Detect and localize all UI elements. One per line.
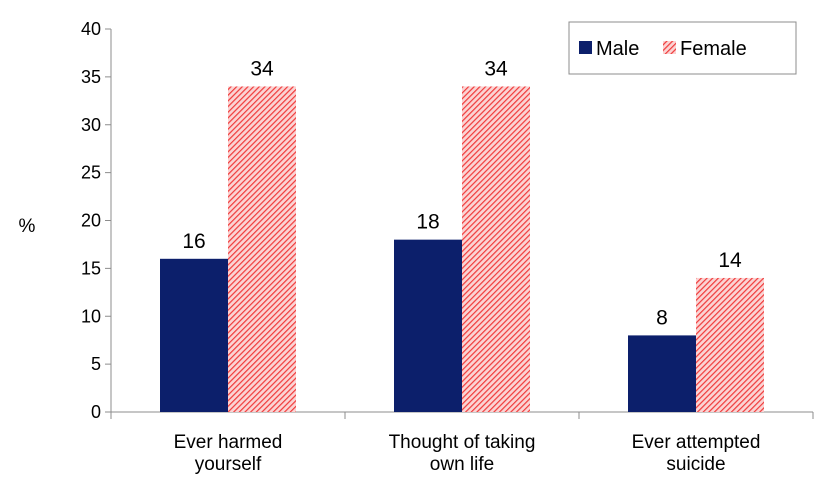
y-tick-label: 20 — [81, 211, 101, 231]
y-tick-label: 40 — [81, 19, 101, 39]
bar-male-1 — [394, 239, 462, 412]
legend-box — [568, 21, 797, 75]
axes: 0 5 10 15 20 25 30 35 40% Ever harmed yourself Thou… — [19, 19, 814, 475]
y-axis-label: % — [19, 216, 36, 237]
x-category-label-line: suicide — [666, 454, 725, 475]
x-category-label-line: Ever harmed — [174, 432, 283, 453]
x-category-label: Thought of taking own life — [389, 432, 536, 475]
data-label-male: 8 — [656, 306, 668, 329]
legend-swatch-female — [663, 41, 676, 54]
x-category-label-line: Ever attempted — [632, 432, 761, 453]
legend-label-female: Female — [680, 38, 747, 60]
legend-swatch-male — [579, 41, 592, 54]
x-category-label: Ever attempted suicide — [632, 432, 761, 475]
y-tick-label: 5 — [91, 354, 101, 374]
bar-female-2 — [696, 277, 764, 412]
data-label-female: 34 — [484, 57, 508, 80]
y-tick-label: 0 — [91, 402, 101, 422]
legend-label-male: Male — [596, 38, 639, 60]
y-tick-label: 25 — [81, 163, 101, 183]
y-tick-label: 35 — [81, 67, 101, 87]
bar-male-2 — [628, 335, 696, 412]
data-label-female: 34 — [250, 57, 274, 80]
bars — [160, 86, 764, 412]
data-label-female: 14 — [718, 249, 742, 272]
data-label-male: 16 — [182, 230, 205, 253]
bar-male-0 — [160, 258, 228, 412]
y-tick-label: 30 — [81, 115, 101, 135]
data-label-male: 18 — [416, 211, 439, 234]
y-tick-label: 10 — [81, 306, 101, 326]
labels: 16 34 18 34 8 14 — [182, 57, 742, 329]
x-category-label-line: yourself — [195, 454, 262, 475]
x-category-label-line: own life — [430, 454, 494, 475]
bar-female-1 — [462, 86, 530, 412]
legend: Male Female — [568, 21, 797, 75]
x-category-label: Ever harmed yourself — [174, 432, 283, 475]
x-category-label-line: Thought of taking — [389, 432, 536, 453]
y-tick-label: 15 — [81, 258, 101, 278]
bar-female-0 — [228, 86, 296, 412]
